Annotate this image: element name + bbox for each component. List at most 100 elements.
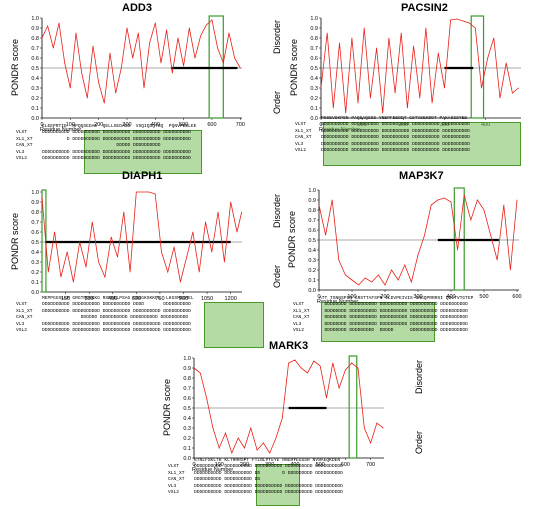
y-tick-label: 0.7 bbox=[31, 46, 39, 52]
pondr-point bbox=[351, 37, 353, 39]
pondr-point bbox=[228, 32, 230, 34]
pondr-point bbox=[319, 365, 321, 367]
predictor-name: VL3 bbox=[295, 141, 304, 147]
x-tick-label: 0 bbox=[319, 122, 322, 128]
pondr-point bbox=[326, 32, 328, 34]
pondr-point bbox=[64, 62, 66, 64]
predictor-row: VSL2 DDDDDDDDDD DDDDDDDDDD DDDDDDDDDD DDD… bbox=[168, 490, 346, 496]
y-tick-label: 0.0 bbox=[183, 456, 191, 462]
pondr-point bbox=[69, 87, 71, 89]
order-label: Order bbox=[272, 90, 282, 114]
predictor-name: VL3 bbox=[16, 149, 25, 155]
pondr-point bbox=[154, 193, 156, 195]
pondr-point bbox=[123, 211, 125, 213]
pondr-point bbox=[149, 42, 151, 44]
predictor-row: VLXT DDDDDDDDDD DDDDDDDDDD DDDDDDDDDD DDD… bbox=[295, 122, 470, 128]
chart-title: PACSIN2 bbox=[401, 2, 448, 14]
pondr-point bbox=[437, 199, 439, 201]
pondr-point bbox=[183, 65, 185, 67]
predictor-row: VSL2 DDDDDDDD DDDDDDDDD DDDDD DDDDDDDDDD… bbox=[293, 328, 473, 334]
predictor-disorder-calls: DDDDDDDD DDDDDDDDD DDDDD DDDDDDDDDD DDDD… bbox=[319, 327, 468, 333]
predictor-row: VLXT DDDDDDDDDD DDDDDDDDDD DDDDDDDDDD DDD… bbox=[16, 130, 196, 136]
pondr-point bbox=[262, 442, 264, 444]
y-tick-label: 0.0 bbox=[31, 290, 39, 296]
predictor-disorder-calls: DDDDDDDDDD DDDDDDDDDD DDDDDDDDDD DDDDDDD… bbox=[42, 155, 191, 161]
pondr-point bbox=[109, 52, 111, 54]
predictor-row: CAN_XT DDDDD DDDDDDDDDD bbox=[16, 143, 196, 149]
y-tick-label: 0.3 bbox=[183, 426, 191, 432]
predictor-row: VL3 DDDDDDDDDD DDDDDDDDDD DDDDDDDDDD DDDD… bbox=[16, 150, 196, 156]
pondr-point bbox=[404, 264, 406, 266]
disorder-label: Disorder bbox=[414, 359, 424, 394]
x-tick-label: 700 bbox=[366, 462, 375, 468]
pondr-point bbox=[345, 274, 346, 276]
pondr-point bbox=[177, 37, 179, 39]
pondr-point bbox=[505, 62, 507, 64]
x-tick-label: 600 bbox=[512, 294, 521, 300]
pondr-point bbox=[370, 442, 372, 444]
predictor-row: CAN_XT DDDDDD DDDDDDDDDD DDDDDDDDDD DDDD… bbox=[16, 315, 194, 321]
pondr-point bbox=[161, 251, 162, 253]
y-tick-label: 0.0 bbox=[31, 116, 39, 122]
pondr-point bbox=[188, 27, 190, 29]
pondr-point bbox=[154, 22, 156, 24]
pondr-point bbox=[339, 42, 340, 44]
y-tick-label: 0.2 bbox=[31, 270, 39, 276]
pondr-point bbox=[510, 269, 511, 271]
chart-panel-add3: ADD3 PONDR score Disorder Order Residue Numb… bbox=[8, 2, 292, 174]
y-tick-label: 0.4 bbox=[31, 250, 39, 256]
pondr-point bbox=[223, 261, 225, 263]
y-tick-label: 0.8 bbox=[31, 36, 39, 42]
predictor-disorder-calls: DDDDDDDDDD DDDDDDDDDD DDDDDDDDDD DDDDDDD… bbox=[321, 147, 470, 153]
pondr-point bbox=[417, 254, 419, 256]
pondr-point bbox=[357, 102, 359, 104]
pondr-point bbox=[444, 197, 445, 199]
pondr-point bbox=[413, 45, 414, 47]
pondr-point bbox=[129, 271, 131, 273]
predictor-disorder-calls: DDDDDDDDDD DDDDDDDDDD DDDDDDDDDD DDDDDDD… bbox=[321, 135, 470, 141]
pondr-point bbox=[378, 274, 379, 276]
x-tick-label: 200 bbox=[240, 462, 249, 468]
y-tick-label: 0.3 bbox=[308, 258, 316, 264]
y-tick-label: 0.1 bbox=[31, 280, 39, 286]
y-tick-label: 0.4 bbox=[310, 76, 318, 82]
pondr-point bbox=[205, 24, 207, 26]
pondr-point bbox=[444, 87, 445, 89]
sequence-table: PSSEVSKPSN PAQSAQSSS YNEPFEEDDT GSTVSEKD… bbox=[295, 116, 470, 154]
pondr-point bbox=[236, 231, 238, 233]
pondr-point bbox=[424, 234, 426, 236]
predictor-row: CAN_XT DDDDDDDD DDDDDDDDDD DDDDDDDDDD DD… bbox=[293, 315, 473, 321]
pondr-point bbox=[391, 269, 393, 271]
pondr-point bbox=[110, 236, 112, 238]
x-tick-label: 500 bbox=[316, 462, 325, 468]
x-tick-label: 600 bbox=[341, 462, 350, 468]
pondr-point bbox=[300, 367, 302, 369]
pondr-point bbox=[199, 372, 201, 374]
pondr-point bbox=[98, 82, 100, 84]
pondr-point bbox=[493, 37, 495, 39]
y-tick-label: 0.9 bbox=[183, 366, 191, 372]
x-axis-label: Residue Number bbox=[192, 467, 234, 473]
y-tick-label: 0.6 bbox=[308, 228, 316, 234]
y-tick-label: 0.2 bbox=[310, 96, 318, 102]
predictor-name: XL1_XT bbox=[168, 470, 185, 476]
x-tick-label: 400 bbox=[446, 294, 455, 300]
pondr-point bbox=[179, 281, 181, 283]
sequence-residues: ATT TSNNSPSN GRSTTAFSPN ILDVPEIVIS GNGQP… bbox=[319, 296, 474, 301]
pondr-point bbox=[332, 362, 334, 364]
sequence-highlight bbox=[256, 464, 300, 506]
y-tick-label: 0.6 bbox=[31, 230, 39, 236]
predictor-row: XL1_XT DDDDDDDDDD DDDDDDDDDD DDDDDDDDDD D… bbox=[295, 129, 470, 135]
pondr-point bbox=[363, 27, 365, 29]
y-tick-label: 0.1 bbox=[183, 446, 191, 452]
pondr-point bbox=[52, 47, 54, 49]
pondr-point bbox=[384, 284, 386, 286]
pondr-point bbox=[212, 427, 214, 429]
predictor-name: VLXT bbox=[16, 302, 28, 308]
pondr-point bbox=[104, 276, 106, 278]
y-tick-label: 0.2 bbox=[308, 268, 316, 274]
x-tick-label: 300 bbox=[85, 296, 94, 302]
pondr-point bbox=[320, 87, 322, 89]
x-tick-label: 1200 bbox=[225, 296, 237, 302]
sequence-header: ATT TSNNSPSN GRSTTAFSPN ILDVPEIVIS GNGQP… bbox=[293, 296, 473, 302]
